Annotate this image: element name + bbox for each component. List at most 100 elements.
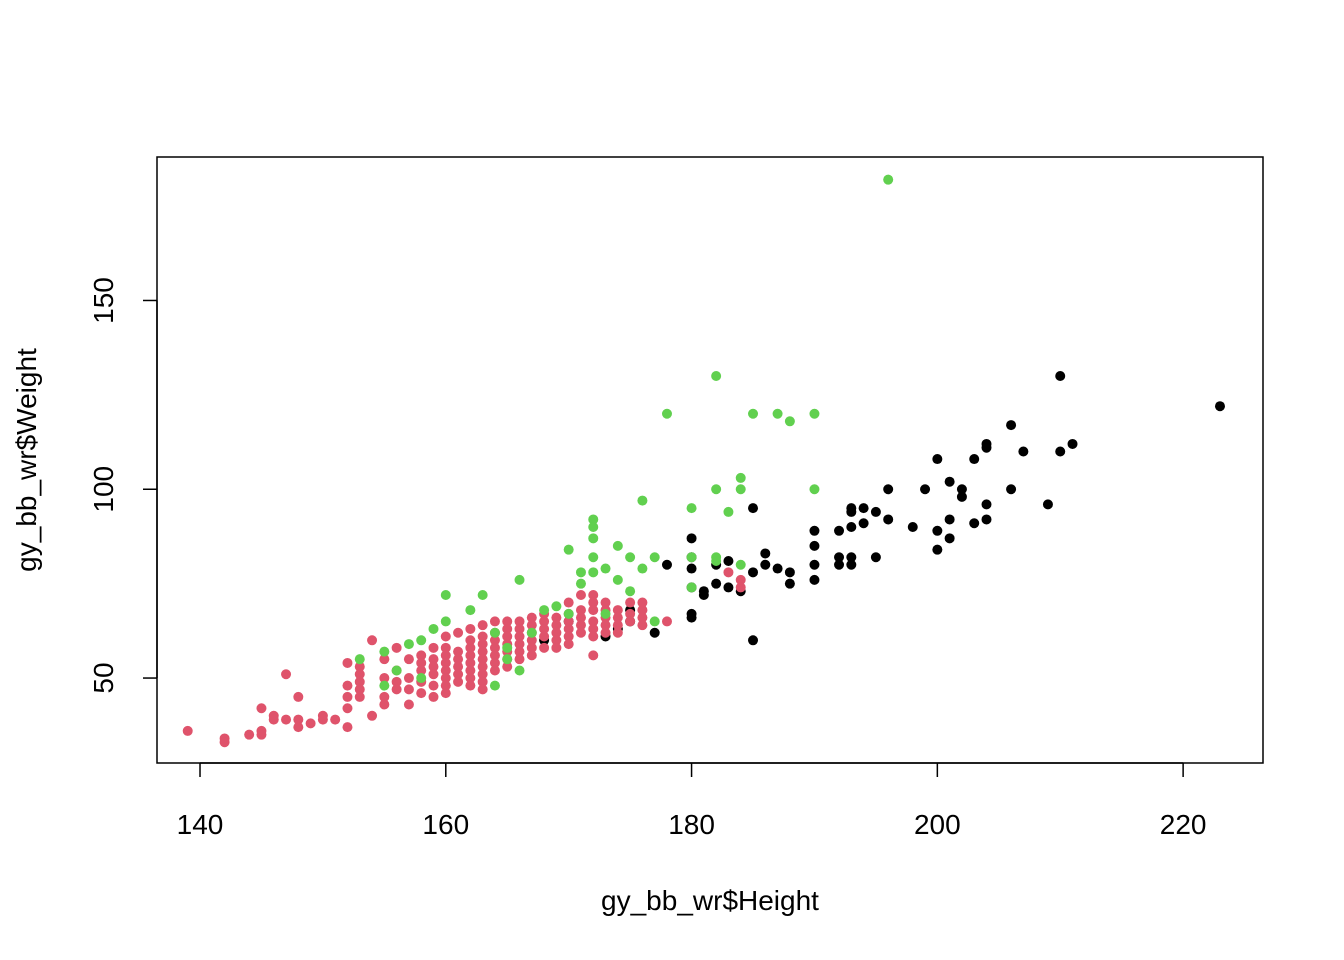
data-point-series-1 [784,567,795,578]
data-point-series-1 [956,484,967,495]
data-point-series-2 [625,608,636,619]
data-point-series-2 [477,646,488,657]
data-point-series-1 [969,454,980,465]
data-point-series-2 [379,699,390,710]
data-point-series-3 [575,567,586,578]
data-point-series-1 [1018,446,1029,457]
y-axis: 50 100 150 [88,277,158,694]
data-point-series-2 [440,680,451,691]
data-point-series-3 [489,627,500,638]
data-point-series-2 [723,567,734,578]
data-point-series-2 [268,714,279,725]
data-point-series-1 [748,503,759,514]
data-point-series-3 [403,639,414,650]
data-point-series-3 [526,627,537,638]
data-point-series-3 [686,503,697,514]
data-point-series-2 [526,635,537,646]
data-point-series-2 [600,620,611,631]
data-point-series-3 [539,605,550,616]
data-point-series-1 [686,608,697,619]
data-point-series-3 [661,408,672,419]
data-point-series-2 [514,623,525,634]
data-point-series-2 [514,646,525,657]
data-point-series-1 [920,484,931,495]
data-point-series-1 [944,533,955,544]
data-point-series-2 [588,631,599,642]
data-point-series-2 [612,620,623,631]
data-point-series-3 [465,605,476,616]
data-points [182,174,1225,748]
data-point-series-1 [883,484,894,495]
data-point-series-1 [870,506,881,517]
data-point-series-2 [305,718,316,729]
data-point-series-2 [182,725,193,736]
x-axis: 140 160 180 200 220 [177,762,1206,840]
x-tick-label: 160 [422,809,469,840]
data-point-series-3 [809,408,820,419]
data-point-series-2 [637,620,648,631]
data-point-series-2 [735,574,746,585]
data-point-series-1 [698,586,709,597]
data-point-series-2 [526,650,537,661]
data-point-series-3 [600,608,611,619]
data-point-series-1 [981,499,992,510]
data-point-series-2 [477,669,488,680]
data-point-series-2 [600,597,611,608]
data-point-series-1 [748,635,759,646]
data-point-series-2 [453,646,464,657]
data-point-series-1 [846,522,857,533]
data-point-series-2 [256,703,267,714]
data-point-series-3 [379,680,390,691]
data-point-series-1 [870,552,881,563]
data-point-series-2 [256,729,267,740]
data-point-series-2 [477,654,488,665]
data-point-series-2 [563,639,574,650]
data-point-series-1 [649,627,660,638]
data-point-series-3 [735,559,746,570]
data-point-series-2 [428,691,439,702]
data-point-series-2 [575,620,586,631]
data-point-series-3 [637,495,648,506]
data-point-series-2 [465,642,476,653]
data-point-series-2 [440,650,451,661]
data-point-series-2 [317,714,328,725]
data-point-series-2 [637,597,648,608]
data-point-series-3 [416,635,427,646]
data-point-series-1 [686,533,697,544]
data-point-series-2 [219,737,230,748]
data-point-series-2 [502,616,513,627]
data-point-series-2 [391,684,402,695]
data-point-series-1 [809,574,820,585]
data-point-series-3 [416,673,427,684]
data-point-series-2 [416,657,427,668]
data-point-series-2 [588,589,599,600]
data-point-series-2 [428,680,439,691]
data-point-series-3 [354,654,365,665]
data-point-series-3 [489,680,500,691]
data-point-series-2 [489,642,500,653]
data-point-series-1 [969,518,980,529]
data-point-series-2 [403,654,414,665]
y-axis-label: gy_bb_wr$Weight [11,348,42,572]
data-point-series-3 [514,665,525,676]
data-point-series-2 [514,654,525,665]
data-point-series-1 [723,582,734,593]
data-point-series-2 [379,673,390,684]
data-point-series-1 [661,559,672,570]
data-point-series-2 [588,650,599,661]
data-point-series-3 [575,578,586,589]
data-point-series-2 [354,669,365,680]
data-point-series-2 [489,635,500,646]
data-point-series-2 [453,654,464,665]
data-point-series-1 [944,476,955,487]
data-point-series-2 [563,616,574,627]
data-point-series-2 [551,642,562,653]
data-point-series-3 [723,506,734,517]
data-point-series-2 [428,669,439,680]
data-point-series-2 [575,627,586,638]
data-point-series-2 [477,631,488,642]
data-point-series-1 [944,514,955,525]
data-point-series-3 [502,654,513,665]
data-point-series-2 [342,680,353,691]
data-point-series-1 [809,525,820,536]
